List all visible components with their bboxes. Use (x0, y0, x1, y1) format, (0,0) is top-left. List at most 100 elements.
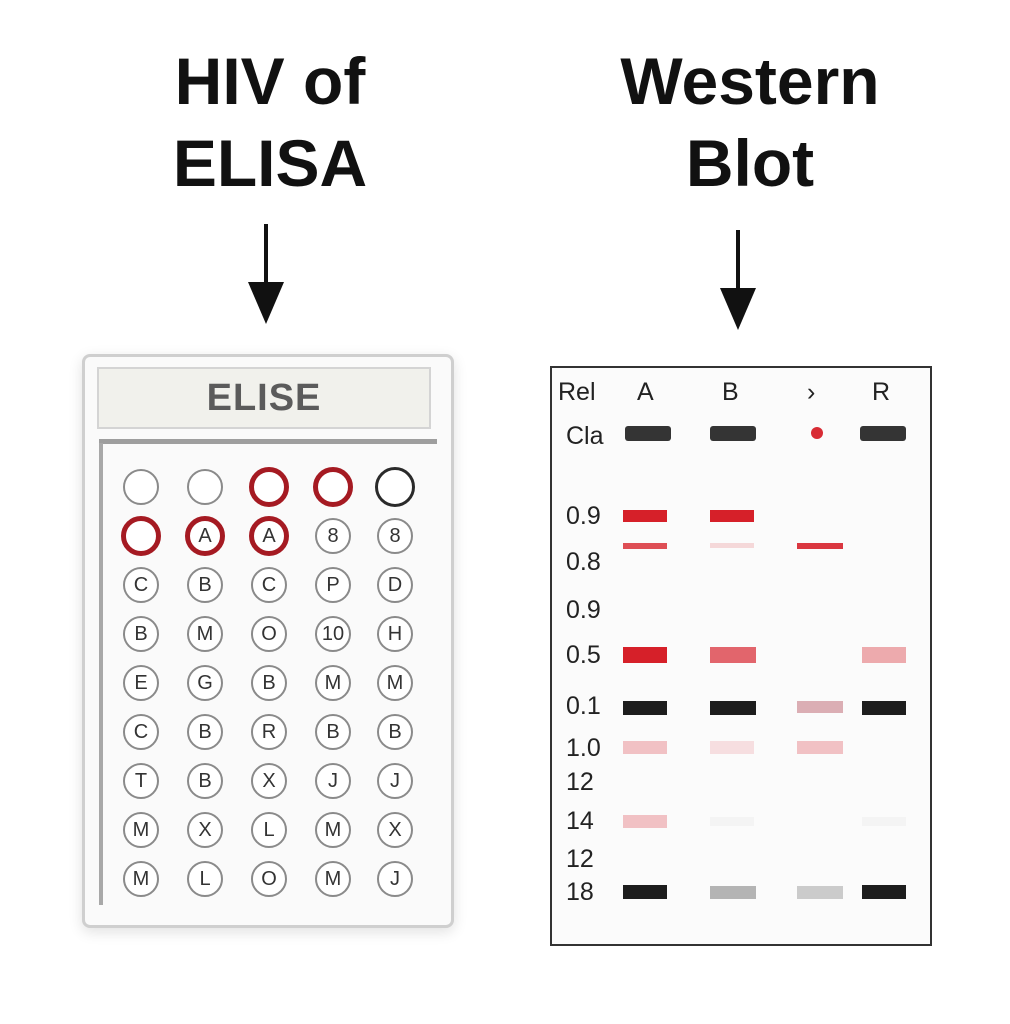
elisa-well: B (315, 714, 351, 750)
elisa-well: B (187, 714, 223, 750)
blot-band (710, 886, 756, 899)
plate-divider (99, 439, 437, 444)
blot-marker-label: 12 (566, 768, 594, 796)
elisa-title: HIV of ELISA (110, 40, 430, 204)
elisa-well: C (123, 567, 159, 603)
elisa-well: O (251, 861, 287, 897)
elisa-well: M (123, 812, 159, 848)
western-blot-title-line1: Western (620, 44, 880, 118)
blot-band (710, 647, 756, 663)
arrow-down-icon (720, 230, 756, 330)
blot-marker-label: 0.8 (566, 548, 601, 576)
blot-band (710, 741, 754, 754)
blot-band (623, 543, 667, 549)
blot-marker-label: 0.9 (566, 502, 601, 530)
elisa-well: C (123, 714, 159, 750)
elisa-well: M (315, 812, 351, 848)
blot-band (623, 510, 667, 522)
elisa-well (123, 469, 159, 505)
elisa-well: L (251, 812, 287, 848)
elisa-well: O (251, 616, 287, 652)
blot-band (860, 426, 906, 441)
western-blot-strip: Rel Cla A B › R 0.9 0.8 0.9 0.5 0.1 1.0 12 14 12 18 (550, 366, 932, 946)
blot-band (862, 701, 906, 715)
blot-band (623, 701, 667, 715)
elisa-well: B (187, 567, 223, 603)
elisa-plate: ELISE A A 8 8 C B C P D B M O 10 H E G B M M C B R B B T B X J J M X L M… (82, 354, 454, 928)
blot-band (862, 885, 906, 899)
elisa-title-line1: HIV of (174, 44, 366, 118)
elisa-well (313, 467, 353, 507)
blot-lane-label: B (722, 378, 739, 406)
elisa-well: B (123, 616, 159, 652)
elisa-well: X (377, 812, 413, 848)
elisa-well (249, 467, 289, 507)
blot-marker-label: 18 (566, 878, 594, 906)
elisa-well: A (249, 516, 289, 556)
elisa-well (121, 516, 161, 556)
blot-band (625, 426, 671, 441)
blot-corner-label: Rel (558, 378, 596, 406)
elisa-plate-label: ELISE (97, 367, 431, 429)
elisa-well: X (251, 763, 287, 799)
elisa-title-line2: ELISA (172, 126, 368, 200)
elisa-well: J (377, 861, 413, 897)
elisa-well: M (315, 861, 351, 897)
elisa-well: R (251, 714, 287, 750)
blot-band (623, 815, 667, 828)
blot-band (710, 543, 754, 548)
blot-band (710, 701, 756, 715)
arrow-down-icon (248, 224, 284, 324)
elisa-well: X (187, 812, 223, 848)
blot-band (710, 510, 754, 522)
blot-band (710, 817, 754, 826)
elisa-well: D (377, 567, 413, 603)
western-blot-title: Western Blot (580, 40, 920, 204)
blot-band (797, 701, 843, 713)
elisa-well: T (123, 763, 159, 799)
blot-marker-label: 0.1 (566, 692, 601, 720)
blot-band (797, 886, 843, 899)
elisa-well: B (251, 665, 287, 701)
elisa-well (375, 467, 415, 507)
blot-row-label: Cla (566, 422, 604, 450)
blot-band (623, 647, 667, 663)
elisa-well: P (315, 567, 351, 603)
blot-band (797, 543, 843, 549)
elisa-well: C (251, 567, 287, 603)
blot-marker-label: 0.5 (566, 641, 601, 669)
elisa-well: B (187, 763, 223, 799)
elisa-well: H (377, 616, 413, 652)
plate-left-edge (99, 443, 103, 905)
elisa-well: 8 (315, 518, 351, 554)
blot-band (811, 427, 823, 439)
elisa-well: G (187, 665, 223, 701)
elisa-well: M (377, 665, 413, 701)
elisa-well: J (315, 763, 351, 799)
blot-marker-label: 12 (566, 845, 594, 873)
blot-band (797, 741, 843, 754)
blot-band (862, 647, 906, 663)
blot-marker-label: 0.9 (566, 596, 601, 624)
elisa-well: M (315, 665, 351, 701)
blot-marker-label: 14 (566, 807, 594, 835)
blot-marker-label: 1.0 (566, 734, 601, 762)
blot-band (710, 426, 756, 441)
elisa-well: 10 (315, 616, 351, 652)
elisa-well: 8 (377, 518, 413, 554)
blot-lane-label: R (872, 378, 891, 406)
elisa-well: E (123, 665, 159, 701)
elisa-well: J (377, 763, 413, 799)
blot-band (862, 817, 906, 826)
elisa-well-grid: A A 8 8 C B C P D B M O 10 H E G B M M C B R B B T B X J J M X L M X M L O M J (85, 357, 457, 931)
elisa-well: M (187, 616, 223, 652)
elisa-well: B (377, 714, 413, 750)
blot-band (623, 741, 667, 754)
elisa-well: L (187, 861, 223, 897)
elisa-well (187, 469, 223, 505)
elisa-well: M (123, 861, 159, 897)
western-blot-title-line2: Blot (685, 126, 815, 200)
blot-band (623, 885, 667, 899)
elisa-well: A (185, 516, 225, 556)
blot-lane-label: A (637, 378, 654, 406)
